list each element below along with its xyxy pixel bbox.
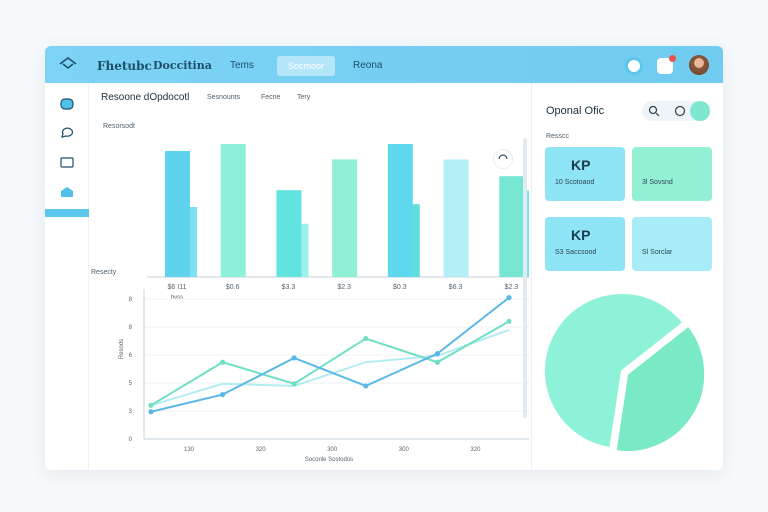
nav-item-1[interactable]: Doccitina	[153, 59, 212, 72]
panel-title: Oponal Ofic	[546, 105, 605, 117]
section-label: Resscc	[546, 133, 569, 140]
notification-badge	[669, 55, 676, 62]
tab-2[interactable]: Fecne	[261, 94, 281, 101]
brand-name: Fhetubc	[97, 59, 152, 73]
data-point	[363, 383, 369, 389]
y-tick-label: 8	[129, 325, 133, 331]
main-panel: Resoone dOpdocotl Sesnounts Fecne Tery R…	[89, 83, 529, 470]
kpi-value: KP	[571, 157, 591, 173]
top-bar: Fhetubc Doccitina Tems Socmoor Reona	[45, 46, 723, 83]
refresh-button[interactable]	[493, 149, 513, 169]
bar	[499, 176, 525, 277]
bar-tick-label: $0.6	[226, 284, 240, 291]
bell-icon[interactable]	[657, 58, 673, 74]
kpi-card-4[interactable]: Sl Sorclar	[632, 217, 712, 271]
kpi-card-3[interactable]: KP S3 Saccsood	[545, 217, 625, 271]
y-axis-label: Resods	[119, 339, 125, 359]
search-icon[interactable]	[648, 105, 660, 117]
y-tick-label: 6	[129, 353, 133, 359]
bar	[220, 144, 246, 277]
add-button[interactable]	[690, 101, 710, 121]
series-line	[150, 328, 510, 407]
y-tick-label: 3	[129, 409, 133, 415]
nav-item-2[interactable]: Tems	[230, 60, 254, 71]
bar	[276, 190, 302, 277]
inbox-icon[interactable]	[60, 185, 74, 199]
data-point	[506, 318, 512, 324]
data-point	[434, 351, 440, 357]
kpi-card-1[interactable]: KP 10 Scotoaod	[545, 147, 625, 201]
panel-toolbar	[642, 101, 710, 121]
pie-slice	[543, 292, 685, 450]
kpi-subtitle: 10 Scotoaod	[555, 179, 595, 186]
refresh-icon	[498, 154, 508, 160]
kpi-subtitle: 3l Sovsnd	[642, 179, 673, 186]
data-point	[148, 409, 154, 415]
bar	[443, 159, 469, 277]
x-tick-label: 130	[184, 447, 195, 453]
y-tick-label: 8	[129, 297, 133, 303]
x-tick-label: 300	[399, 447, 410, 453]
home-icon[interactable]	[60, 97, 74, 111]
y-tick-label: 0	[129, 437, 133, 443]
folder-icon[interactable]	[60, 155, 74, 169]
avatar[interactable]	[689, 55, 709, 75]
bar-tick-label: $2.3	[337, 284, 351, 291]
x-axis-label: Soconle Sostodos	[305, 457, 353, 463]
kpi-value: KP	[571, 227, 591, 243]
tab-3[interactable]: Tery	[297, 94, 311, 101]
pie-slice	[614, 324, 707, 453]
line-chart-label: Resecty	[91, 269, 117, 276]
tab-1[interactable]: Sesnounts	[207, 94, 241, 101]
data-point	[220, 359, 226, 365]
bar-tick-label: $6.3	[449, 284, 463, 291]
y-tick-label: 5	[129, 381, 133, 387]
x-axis-label: bvss	[171, 295, 183, 301]
data-point	[220, 391, 226, 398]
bar	[387, 144, 413, 277]
data-point	[506, 295, 512, 301]
bar-tick-label: $6 I11	[168, 284, 187, 291]
bar	[165, 151, 190, 277]
bar-tick-label: $0.3	[393, 284, 407, 291]
right-panel: Oponal Ofic Resscc KP 10 Scotoaod 3l Sov…	[531, 83, 723, 470]
x-tick-label: 300	[327, 447, 338, 453]
sidebar-active-indicator	[45, 209, 89, 217]
dashboard-window: Fhetubc Doccitina Tems Socmoor Reona Res…	[45, 46, 723, 470]
logo-icon[interactable]	[59, 56, 77, 72]
clock-icon[interactable]	[674, 105, 686, 117]
page-title: Resoone dOpdocotl	[101, 92, 190, 103]
nav-tab-active[interactable]: Socmoor	[277, 56, 335, 76]
bar-tick-label: $3.3	[282, 284, 296, 291]
kpi-subtitle: Sl Sorclar	[642, 249, 673, 256]
bar-chart-label: Resorsodt	[103, 123, 135, 130]
x-tick-label: 320	[256, 447, 267, 453]
x-tick-label: 320	[470, 447, 481, 453]
series-line	[150, 296, 510, 413]
bar-tick-label: $2.3	[504, 284, 518, 291]
data-point	[291, 381, 297, 387]
bar-chart: $6 I11 $0.6 $3.3 $2.3 $0.3 $6.3 $2.3 bvss	[147, 144, 529, 301]
series-line	[150, 320, 510, 407]
scrollbar[interactable]	[523, 138, 527, 418]
chat-icon[interactable]	[625, 57, 643, 75]
line-chart: 035688130320300300320300Soconle Sostodos…	[119, 289, 529, 463]
data-point	[148, 402, 154, 408]
chat-bubble-icon[interactable]	[60, 125, 74, 139]
data-point	[434, 359, 440, 365]
nav-item-3[interactable]: Reona	[353, 60, 383, 71]
data-point	[363, 335, 369, 342]
data-point	[291, 355, 297, 361]
pie-chart	[543, 292, 707, 453]
sidebar	[45, 83, 89, 470]
kpi-subtitle: S3 Saccsood	[555, 249, 597, 256]
kpi-card-2[interactable]: 3l Sovsnd	[632, 147, 712, 201]
bar	[332, 159, 358, 277]
